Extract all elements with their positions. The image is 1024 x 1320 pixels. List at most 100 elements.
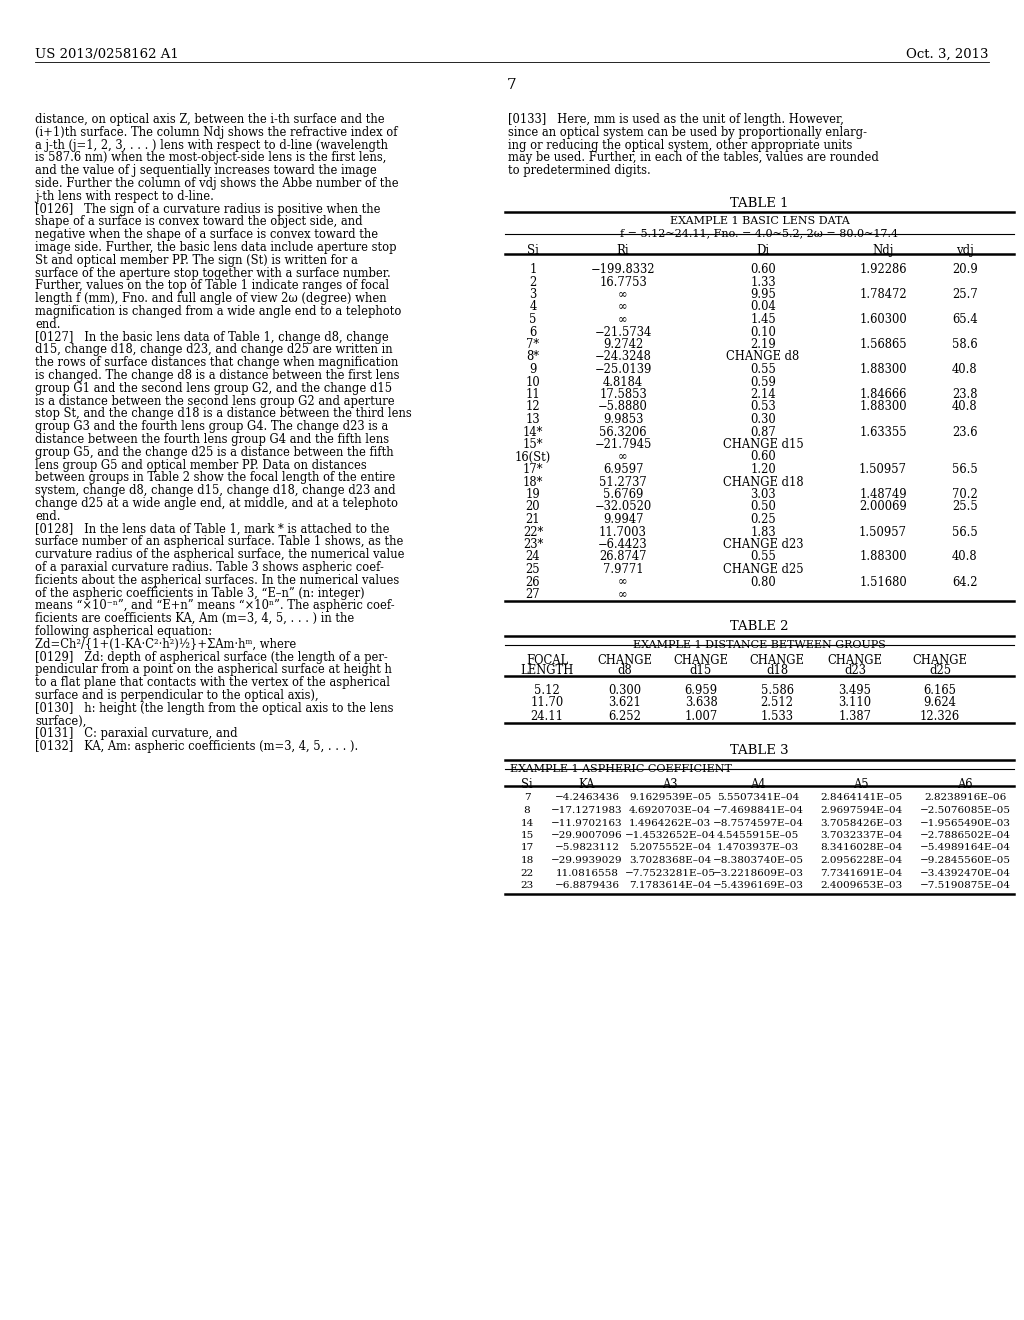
Text: distance between the fourth lens group G4 and the fifth lens: distance between the fourth lens group G… bbox=[35, 433, 389, 446]
Text: 2.4009653E–03: 2.4009653E–03 bbox=[820, 880, 902, 890]
Text: distance, on optical axis Z, between the i-th surface and the: distance, on optical axis Z, between the… bbox=[35, 114, 385, 125]
Text: 9.9853: 9.9853 bbox=[603, 413, 643, 426]
Text: ∞: ∞ bbox=[618, 288, 628, 301]
Text: 1.4703937E–03: 1.4703937E–03 bbox=[717, 843, 799, 853]
Text: −21.5734: −21.5734 bbox=[594, 326, 651, 338]
Text: 11.70: 11.70 bbox=[530, 697, 563, 710]
Text: 25.7: 25.7 bbox=[952, 288, 978, 301]
Text: [0130]   h: height (the length from the optical axis to the lens: [0130] h: height (the length from the op… bbox=[35, 702, 393, 715]
Text: −5.9823112: −5.9823112 bbox=[555, 843, 620, 853]
Text: [0133]   Here, mm is used as the unit of length. However,: [0133] Here, mm is used as the unit of l… bbox=[508, 114, 844, 125]
Text: 25: 25 bbox=[525, 564, 541, 576]
Text: −29.9007096: −29.9007096 bbox=[551, 832, 623, 840]
Text: −3.2218609E–03: −3.2218609E–03 bbox=[713, 869, 804, 878]
Text: 4.6920703E–04: 4.6920703E–04 bbox=[629, 807, 711, 814]
Text: 23.8: 23.8 bbox=[952, 388, 978, 401]
Text: 26: 26 bbox=[525, 576, 541, 589]
Text: 1.84666: 1.84666 bbox=[859, 388, 906, 401]
Text: 2: 2 bbox=[529, 276, 537, 289]
Text: 1.92286: 1.92286 bbox=[859, 263, 906, 276]
Text: 1.88300: 1.88300 bbox=[859, 400, 907, 413]
Text: 3.621: 3.621 bbox=[608, 697, 641, 710]
Text: 7.7341691E–04: 7.7341691E–04 bbox=[820, 869, 902, 878]
Text: 17*: 17* bbox=[522, 463, 544, 477]
Text: 15: 15 bbox=[520, 832, 534, 840]
Text: system, change d8, change d15, change d18, change d23 and: system, change d8, change d15, change d1… bbox=[35, 484, 395, 498]
Text: 6.252: 6.252 bbox=[608, 710, 641, 722]
Text: 8.3416028E–04: 8.3416028E–04 bbox=[820, 843, 902, 853]
Text: −21.7945: −21.7945 bbox=[594, 438, 651, 451]
Text: 27: 27 bbox=[525, 587, 541, 601]
Text: −25.0139: −25.0139 bbox=[594, 363, 651, 376]
Text: Si: Si bbox=[521, 777, 532, 791]
Text: 0.60: 0.60 bbox=[751, 450, 776, 463]
Text: 7*: 7* bbox=[526, 338, 540, 351]
Text: 1.50957: 1.50957 bbox=[859, 525, 907, 539]
Text: 9.624: 9.624 bbox=[924, 697, 956, 710]
Text: CHANGE d8: CHANGE d8 bbox=[726, 351, 800, 363]
Text: 5: 5 bbox=[529, 313, 537, 326]
Text: 1.60300: 1.60300 bbox=[859, 313, 907, 326]
Text: A6: A6 bbox=[957, 777, 973, 791]
Text: 40.8: 40.8 bbox=[952, 363, 978, 376]
Text: 3.7032337E–04: 3.7032337E–04 bbox=[820, 832, 902, 840]
Text: 11.0816558: 11.0816558 bbox=[556, 869, 618, 878]
Text: 1.56865: 1.56865 bbox=[859, 338, 907, 351]
Text: of the aspheric coefficients in Table 3, “E–n” (n: integer): of the aspheric coefficients in Table 3,… bbox=[35, 586, 365, 599]
Text: 2.8238916E–06: 2.8238916E–06 bbox=[924, 793, 1007, 803]
Text: end.: end. bbox=[35, 318, 60, 331]
Text: 15*: 15* bbox=[522, 438, 544, 451]
Text: −8.7574597E–04: −8.7574597E–04 bbox=[713, 818, 804, 828]
Text: [0132]   KA, Am: aspheric coefficients (m=3, 4, 5, . . . ).: [0132] KA, Am: aspheric coefficients (m=… bbox=[35, 741, 358, 754]
Text: 1.50957: 1.50957 bbox=[859, 463, 907, 477]
Text: 40.8: 40.8 bbox=[952, 550, 978, 564]
Text: end.: end. bbox=[35, 510, 60, 523]
Text: 14*: 14* bbox=[523, 425, 543, 438]
Text: 0.87: 0.87 bbox=[751, 425, 776, 438]
Text: 3.03: 3.03 bbox=[751, 488, 776, 502]
Text: 4.8184: 4.8184 bbox=[603, 375, 643, 388]
Text: 10: 10 bbox=[525, 375, 541, 388]
Text: −199.8332: −199.8332 bbox=[591, 263, 655, 276]
Text: 1.83: 1.83 bbox=[751, 525, 776, 539]
Text: 23: 23 bbox=[520, 880, 534, 890]
Text: change d25 at a wide angle end, at middle, and at a telephoto: change d25 at a wide angle end, at middl… bbox=[35, 498, 398, 510]
Text: −24.3248: −24.3248 bbox=[595, 351, 651, 363]
Text: means “×10⁻ⁿ”, and “E+n” means “×10ⁿ”. The aspheric coef-: means “×10⁻ⁿ”, and “E+n” means “×10ⁿ”. T… bbox=[35, 599, 394, 612]
Text: to predetermined digits.: to predetermined digits. bbox=[508, 164, 650, 177]
Text: −2.7886502E–04: −2.7886502E–04 bbox=[920, 832, 1011, 840]
Text: −29.9939029: −29.9939029 bbox=[551, 855, 623, 865]
Text: 2.512: 2.512 bbox=[761, 697, 794, 710]
Text: 22*: 22* bbox=[523, 525, 543, 539]
Text: 17.5853: 17.5853 bbox=[599, 388, 647, 401]
Text: ∞: ∞ bbox=[618, 576, 628, 589]
Text: 25.5: 25.5 bbox=[952, 500, 978, 513]
Text: 1.63355: 1.63355 bbox=[859, 425, 907, 438]
Text: −5.8880: −5.8880 bbox=[598, 400, 648, 413]
Text: 3.7028368E–04: 3.7028368E–04 bbox=[629, 855, 711, 865]
Text: [0128]   In the lens data of Table 1, mark * is attached to the: [0128] In the lens data of Table 1, mark… bbox=[35, 523, 389, 536]
Text: is a distance between the second lens group G2 and aperture: is a distance between the second lens gr… bbox=[35, 395, 394, 408]
Text: magnification is changed from a wide angle end to a telephoto: magnification is changed from a wide ang… bbox=[35, 305, 401, 318]
Text: 65.4: 65.4 bbox=[952, 313, 978, 326]
Text: CHANGE: CHANGE bbox=[750, 653, 805, 667]
Text: 6.9597: 6.9597 bbox=[603, 463, 643, 477]
Text: 2.8464141E–05: 2.8464141E–05 bbox=[820, 793, 902, 803]
Text: 21: 21 bbox=[525, 513, 541, 525]
Text: 3: 3 bbox=[529, 288, 537, 301]
Text: 6.165: 6.165 bbox=[924, 684, 956, 697]
Text: d25: d25 bbox=[929, 664, 951, 677]
Text: 0.60: 0.60 bbox=[751, 263, 776, 276]
Text: 13: 13 bbox=[525, 413, 541, 426]
Text: 11: 11 bbox=[525, 388, 541, 401]
Text: CHANGE d15: CHANGE d15 bbox=[723, 438, 804, 451]
Text: −32.0520: −32.0520 bbox=[594, 500, 651, 513]
Text: 23.6: 23.6 bbox=[952, 425, 978, 438]
Text: 4: 4 bbox=[529, 301, 537, 314]
Text: 14: 14 bbox=[520, 818, 534, 828]
Text: between groups in Table 2 show the focal length of the entire: between groups in Table 2 show the focal… bbox=[35, 471, 395, 484]
Text: CHANGE d25: CHANGE d25 bbox=[723, 564, 803, 576]
Text: 56.3206: 56.3206 bbox=[599, 425, 647, 438]
Text: −5.4989164E–04: −5.4989164E–04 bbox=[920, 843, 1011, 853]
Text: 3.638: 3.638 bbox=[685, 697, 718, 710]
